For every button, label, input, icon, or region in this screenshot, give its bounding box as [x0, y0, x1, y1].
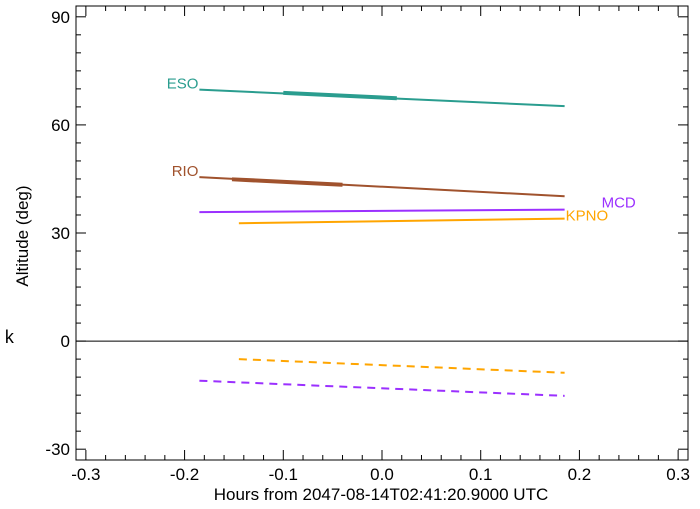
axis-ticks-group: -0.3 -0.2 -0.1 0.0 0.1 0.2 0.3 -30 0 30 60 90	[45, 6, 690, 484]
y-tick-label: 0	[61, 332, 70, 351]
x-tick-label: 0.0	[370, 465, 394, 484]
y-axis-title: Altitude (deg)	[13, 185, 32, 286]
mcd-label: MCD	[602, 195, 636, 212]
stray-text: k	[4, 329, 15, 349]
series-4-dashed-line	[238, 358, 565, 374]
plot-frame-group	[75, 5, 689, 461]
x-tick-label: 0.2	[568, 465, 592, 484]
x-tick-label: -0.2	[170, 465, 199, 484]
mcd-line	[199, 208, 565, 214]
rio-label: RIO	[172, 163, 199, 180]
y-tick-label: 90	[51, 8, 70, 27]
y-tick-label: 30	[51, 224, 70, 243]
y-tick-label: 60	[51, 116, 70, 135]
kpno-line	[238, 217, 565, 225]
x-tick-label: -0.1	[269, 465, 298, 484]
series-lines-group	[199, 88, 565, 397]
kpno-label: KPNO	[566, 208, 609, 225]
series-5-dashed-line	[199, 379, 565, 397]
y-tick-label: -30	[45, 440, 70, 459]
x-tick-label: -0.3	[71, 465, 100, 484]
x-tick-label: 0.3	[666, 465, 690, 484]
plot-frame	[75, 5, 689, 461]
x-axis-title: Hours from 2047-08-14T02:41:20.9000 UTC	[214, 485, 549, 504]
eso-label: ESO	[167, 76, 199, 93]
eso-highlight-segment	[283, 90, 397, 101]
rio-highlight-segment	[231, 177, 343, 187]
x-tick-label: 0.1	[469, 465, 493, 484]
